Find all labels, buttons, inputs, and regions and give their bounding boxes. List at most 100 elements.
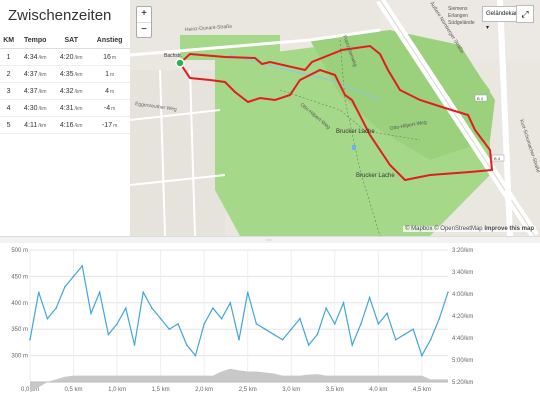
pace-point <box>168 328 171 330</box>
route-line <box>178 44 494 182</box>
resize-bar[interactable] <box>0 236 540 243</box>
route-map[interactable]: Heinz-Dunant-Straße Eggenreuther Weg Ott… <box>130 0 540 236</box>
pace-point <box>316 333 319 336</box>
pace-point <box>46 317 49 320</box>
cell-tempo: 4:37/km <box>17 65 54 83</box>
table-row: 3 4:37/km 4:32/km 4m <box>0 82 130 100</box>
col-sat: SAT <box>53 32 90 49</box>
y-tick-label-right: 3:20/km <box>452 248 473 254</box>
cell-anstieg: -4m <box>89 99 130 117</box>
y-tick-label-right: 4:00/km <box>452 292 473 298</box>
pace-point <box>220 317 223 320</box>
start-marker <box>175 58 185 68</box>
pace-point <box>438 317 441 320</box>
cell-km: 5 <box>0 116 18 134</box>
pace-point <box>255 323 258 325</box>
map-canvas[interactable]: Heinz-Dunant-Straße Eggenreuther Weg Ott… <box>130 0 540 236</box>
cell-sat: 4:20/km <box>53 48 90 66</box>
mapbox-link[interactable]: © Mapbox <box>405 226 433 232</box>
table-row: 2 4:37/km 4:35/km 1m <box>0 65 130 83</box>
pace-line <box>29 264 449 358</box>
pace-point <box>116 323 118 325</box>
pace-point <box>107 333 110 336</box>
svg-text:Brucker Lache: Brucker Lache <box>356 173 395 179</box>
table-row: 1 4:34/km 4:20/km 16m <box>0 48 130 66</box>
pace-point <box>273 333 275 336</box>
cell-sat: 4:31/km <box>53 99 90 117</box>
y-tick-label: 500 m <box>11 248 28 254</box>
x-tick-label: 2,5 km <box>239 387 257 393</box>
cell-km: 2 <box>0 65 18 83</box>
pace-point <box>307 344 310 346</box>
x-tick-label: 3,5 km <box>326 387 344 393</box>
pace-point <box>264 328 266 330</box>
pace-point <box>429 338 432 341</box>
cell-tempo: 4:11/km <box>17 116 54 134</box>
y-tick-label-right: 3:40/km <box>452 270 473 276</box>
splits-panel: Zwischenzeiten KM Tempo SAT Anstieg 1 4:… <box>0 0 130 236</box>
pace-point <box>142 291 145 294</box>
pace-point <box>72 275 75 278</box>
y-tick-label: 400 m <box>11 301 28 307</box>
pace-point <box>386 312 388 315</box>
x-tick-label: 4,5 km <box>413 387 431 393</box>
svg-text:Bachstr.: Bachstr. <box>164 53 182 59</box>
pace-point <box>394 338 397 341</box>
zoom-in-button[interactable]: + <box>137 7 151 23</box>
pace-point <box>333 323 336 325</box>
splits-title: Zwischenzeiten <box>8 7 112 24</box>
drag-handle-icon[interactable]: ⋯ <box>266 238 272 244</box>
col-anstieg: Anstieg <box>89 32 130 49</box>
x-tick-label: 0,5 km <box>65 387 83 393</box>
cell-anstieg: 16m <box>89 48 130 66</box>
y-tick-label: 300 m <box>11 354 28 360</box>
cell-km: 4 <box>0 99 18 117</box>
svg-text:B 4: B 4 <box>494 156 501 161</box>
pace-point <box>90 312 92 315</box>
pace-point <box>151 307 153 309</box>
pace-point <box>124 307 127 309</box>
pace-point <box>299 317 301 320</box>
map-layer-select[interactable]: Geländekarte ▾ <box>482 6 522 31</box>
map-attribution: © Mapbox © OpenStreetMap Improve this ma… <box>403 226 536 232</box>
col-tempo: Tempo <box>17 32 54 49</box>
y-tick-label-right: 5:00/km <box>452 358 473 364</box>
improve-map-link[interactable]: Improve this map <box>484 226 534 232</box>
pace-point <box>238 338 240 341</box>
pace-point <box>281 338 284 341</box>
x-tick-label: 2,0 km <box>195 387 213 393</box>
zoom-out-button[interactable]: − <box>141 24 147 35</box>
y-tick-label: 350 m <box>11 327 28 333</box>
pace-point <box>177 323 179 325</box>
y-tick-label-right: 4:40/km <box>452 336 473 342</box>
pace-point <box>360 323 362 325</box>
y-tick-label-right: 5:20/km <box>452 380 473 386</box>
fullscreen-button[interactable]: ⤢ <box>516 5 534 23</box>
zoom-control: + − <box>136 6 152 38</box>
pace-point <box>412 328 414 330</box>
pace-point <box>246 291 249 294</box>
cell-tempo: 4:30/km <box>17 99 54 117</box>
pace-point <box>159 317 162 320</box>
svg-text:B 4: B 4 <box>477 96 484 101</box>
pace-point <box>37 291 40 294</box>
y-tick-label: 450 m <box>11 274 28 280</box>
chart-svg: 500 m 450 m 400 m 350 m 300 m 3:20/km 3:40/km 4… <box>11 248 473 393</box>
cell-km: 1 <box>0 48 18 66</box>
svg-text:Erlangen: Erlangen <box>448 13 468 19</box>
pace-point <box>64 286 66 288</box>
pace-point <box>368 296 371 299</box>
cell-sat: 4:35/km <box>53 65 90 83</box>
pace-point <box>212 307 214 309</box>
cell-km: 3 <box>0 82 18 100</box>
x-tick-label: 1,5 km <box>152 387 170 393</box>
chevron-down-icon: ▾ <box>486 25 490 31</box>
x-tick-label: 1,0 km <box>108 387 126 393</box>
cell-anstieg: 1m <box>89 65 130 83</box>
table-row: 5 4:11/km 4:16/km -17m <box>0 116 130 134</box>
cell-anstieg: 4m <box>89 82 130 100</box>
svg-text:Eggenreuther Weg: Eggenreuther Weg <box>135 101 178 113</box>
osm-link[interactable]: © OpenStreetMap <box>434 226 483 232</box>
x-tick-label: 3,0 km <box>282 387 300 393</box>
table-row: 4 4:30/km 4:31/km -4m <box>0 99 130 117</box>
